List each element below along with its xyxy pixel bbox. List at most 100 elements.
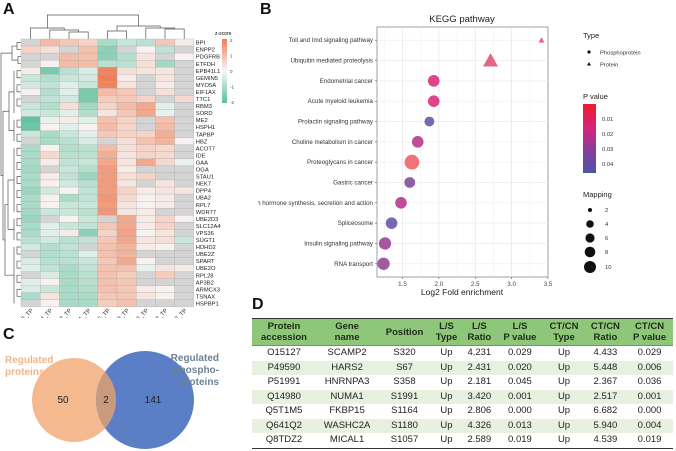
heatmap-cell: [97, 243, 118, 251]
column-header: Protein accession: [252, 318, 316, 346]
heatmap-cell: [20, 116, 41, 124]
kegg-title: KEGG pathway: [429, 14, 495, 25]
heatmap-cell: [155, 200, 175, 209]
heatmap-cell: [174, 67, 194, 75]
heatmap-cell: [174, 102, 194, 110]
heatmap-cell: [116, 215, 137, 223]
heatmap-cell: [20, 74, 41, 82]
heatmap-cell: [59, 102, 79, 110]
kegg-point-circle: [404, 177, 416, 188]
table-cell: 2.589: [462, 433, 497, 449]
heatmap-cell: [97, 88, 118, 96]
heatmap-cell: [20, 81, 41, 89]
kegg-y-labels: Toll and Imd signaling pathway Ubiquitin …: [258, 37, 377, 268]
heatmap-cell: [20, 179, 41, 188]
heatmap-cell: [59, 250, 79, 258]
row-label: ENPP2: [196, 48, 215, 54]
table-cell: 4.326: [462, 418, 497, 433]
heatmap-cell: [136, 123, 156, 131]
heatmap-cell: [59, 109, 79, 117]
heatmap-cell: [174, 52, 194, 61]
heatmap-cell: [136, 208, 156, 216]
heatmap-cell: [20, 151, 41, 160]
table-cell: MICAL1: [315, 433, 379, 449]
mapping-legend-dot: [588, 208, 592, 212]
heatmap-cell: [174, 200, 194, 209]
dendrogram-branch: [16, 162, 21, 170]
row-label: GEMIN5: [196, 76, 218, 82]
table-cell: Q641Q2: [252, 418, 316, 433]
heatmap-cell: [59, 88, 79, 96]
table-cell: S1164: [378, 404, 431, 419]
table-cell: 4.231: [462, 345, 497, 361]
heatmap-cell: [155, 52, 175, 61]
heatmap-cell: [40, 172, 60, 181]
heatmap-cell: [78, 81, 98, 89]
heatmap-cell: [136, 95, 156, 103]
heatmap-cell: [155, 236, 175, 244]
table-cell: 0.006: [626, 360, 673, 375]
heatmap-cell: [40, 81, 60, 89]
heatmap-cell: [116, 278, 137, 286]
table-header-row: Protein accession Gene name Position L/S Type L…: [252, 318, 673, 346]
x-tick-label: 3.5: [544, 281, 553, 288]
venn-diagram: Regulated proteins Regulated phospho- pr…: [5, 351, 220, 449]
pathway-label: RNA transport: [334, 261, 373, 268]
mapping-tick: 2: [605, 208, 608, 214]
heatmap-cell: [116, 81, 137, 89]
heatmap-cell: [59, 236, 79, 244]
mapping-legend-dot: [586, 220, 594, 228]
heatmap-cell: [40, 186, 60, 195]
table-cell: 2.431: [462, 360, 497, 375]
heatmap-cell: [59, 299, 79, 308]
dendrogram-branch: [16, 274, 21, 283]
heatmap-cells: [20, 38, 194, 308]
heatmap-chart: BPIENPP2PDGFRBETFDHEPB41L1GEMIN5MYO5AEIF…: [0, 14, 234, 318]
table-cell: 3.420: [462, 389, 497, 404]
heatmap-cell: [136, 67, 156, 75]
heatmap-cell: [78, 144, 98, 152]
table-cell: 0.013: [496, 418, 544, 433]
zscore-tick: 2: [230, 38, 233, 43]
heatmap-cell: [59, 278, 79, 286]
row-label: ARMCX3: [196, 287, 220, 293]
heatmap-cell: [136, 109, 156, 117]
heatmap-cell: [97, 179, 118, 188]
heatmap-cell: [78, 200, 98, 209]
row-label: SPART: [196, 259, 215, 265]
heatmap-cell: [136, 222, 156, 230]
heatmap-cell: [20, 95, 41, 103]
table-cell: Up: [430, 375, 463, 390]
heatmap-cell: [40, 109, 60, 117]
heatmap-cell: [78, 193, 98, 202]
heatmap-cell: [116, 292, 137, 300]
table-cell: 4.539: [584, 433, 627, 449]
heatmap-cell: [59, 243, 79, 251]
heatmap-cell: [116, 109, 137, 117]
pvalue-tick: 0.01: [602, 117, 613, 123]
heatmap-cell: [59, 292, 79, 300]
type-legend-item-phosphoprotein: Phosphoprotein: [600, 51, 641, 57]
table-cell: 0.019: [496, 433, 544, 449]
heatmap-cell: [97, 109, 118, 117]
pathway-label: Insulin signaling pathway: [304, 240, 374, 247]
heatmap-cell: [97, 299, 118, 308]
dendrogram-branch: [7, 179, 14, 230]
heatmap-cell: [20, 264, 41, 272]
heatmap-cell: [97, 236, 118, 244]
heatmap-cell: [155, 222, 175, 230]
heatmap-cell: [155, 165, 175, 174]
column-header: L/S Ratio: [462, 318, 497, 346]
heatmap-cell: [136, 38, 156, 47]
column-header: Position: [378, 318, 431, 346]
venn-right-label-line3: proteins: [180, 377, 220, 388]
heatmap-cell: [78, 236, 98, 244]
heatmap-cell: [78, 229, 98, 237]
heatmap-cell: [136, 278, 156, 286]
row-label: UBE2Z: [196, 252, 215, 258]
zscore-tick: 1: [230, 54, 233, 59]
heatmap-cell: [136, 172, 156, 181]
heatmap-cell: [155, 229, 175, 237]
column-header-line1: CT/CN: [590, 321, 620, 332]
heatmap-cell: [116, 45, 137, 54]
